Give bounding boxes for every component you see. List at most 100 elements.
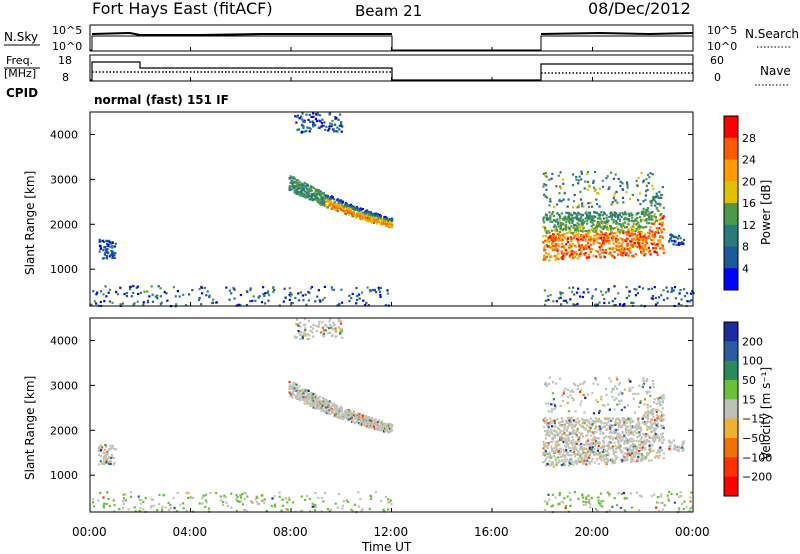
range-gate-cell (608, 445, 611, 448)
range-gate-cell (547, 442, 550, 445)
range-gate-cell (626, 450, 629, 453)
range-gate-cell (215, 492, 218, 495)
range-gate-cell (374, 491, 378, 494)
range-gate-cell (295, 383, 298, 386)
range-gate-cell (629, 422, 632, 425)
range-gate-cell (675, 243, 678, 246)
range-gate-cell (643, 441, 646, 444)
range-gate-cell (662, 438, 665, 441)
range-gate-cell (642, 200, 645, 203)
range-gate-cell (598, 452, 601, 455)
range-gate-cell (379, 294, 382, 297)
range-gate-cell (607, 247, 610, 250)
range-gate-cell (590, 248, 593, 251)
range-gate-cell (645, 434, 648, 438)
range-gate-cell (637, 392, 640, 395)
range-gate-cell (651, 184, 654, 187)
range-gate-cell (675, 236, 678, 239)
range-gate-cell (564, 507, 567, 510)
range-gate-cell (612, 219, 615, 222)
range-gate-cell (620, 425, 623, 429)
range-gate-cell (572, 398, 575, 401)
range-gate-cell (264, 292, 267, 295)
range-gate-cell (321, 326, 324, 329)
range-gate-cell (566, 453, 570, 456)
range-gate-cell (601, 185, 605, 188)
range-gate-cell (368, 507, 371, 511)
range-gate-cell (332, 408, 335, 411)
range-gate-cell (310, 195, 313, 199)
range-gate-cell (175, 510, 179, 513)
range-gate-cell (301, 124, 304, 127)
range-gate-cell (635, 491, 638, 494)
range-gate-cell (317, 126, 320, 129)
range-gate-cell (306, 494, 309, 498)
range-gate-cell (662, 457, 665, 460)
range-gate-cell (638, 422, 641, 425)
range-gate-cell (571, 221, 574, 225)
range-gate-cell (300, 130, 303, 133)
range-gate-cell (562, 430, 565, 433)
range-gate-cell (100, 449, 103, 452)
range-gate-cell (633, 232, 636, 235)
range-gate-cell (616, 222, 619, 225)
range-gate-cell (577, 232, 580, 235)
range-gate-cell (631, 245, 635, 248)
range-gate-cell (358, 293, 361, 296)
range-gate-cell (649, 426, 652, 429)
range-gate-cell (661, 217, 664, 220)
range-gate-cell (548, 178, 551, 181)
range-gate-cell (548, 204, 551, 207)
range-gate-cell (296, 323, 299, 326)
range-gate-cell (582, 382, 585, 385)
range-gate-cell (628, 387, 631, 390)
range-gate-cell (654, 204, 657, 207)
range-gate-cell (611, 300, 614, 303)
range-gate-cell (349, 411, 352, 414)
range-gate-cell (314, 124, 317, 127)
freq-label: Freq. (6, 54, 33, 67)
range-gate-cell (649, 405, 652, 408)
range-gate-cell (551, 436, 555, 439)
range-gate-cell (557, 440, 560, 443)
range-gate-cell (300, 395, 303, 398)
range-gate-cell (626, 181, 629, 184)
range-gate-cell (544, 381, 547, 385)
range-gate-cell (351, 215, 354, 218)
range-gate-cell (144, 496, 147, 500)
range-gate-cell (544, 434, 548, 437)
range-gate-cell (603, 404, 606, 407)
range-gate-cell (296, 391, 299, 394)
range-gate-cell (657, 296, 661, 299)
range-gate-cell (618, 402, 621, 406)
range-gate-cell (646, 218, 649, 221)
velocity-panel-frame (89, 317, 694, 513)
range-gate-cell (332, 405, 335, 408)
range-gate-cell (554, 236, 557, 239)
range-gate-cell (549, 200, 552, 203)
range-gate-cell (606, 460, 609, 463)
range-gate-cell (544, 195, 547, 198)
range-gate-cell (595, 303, 598, 306)
range-gate-cell (617, 241, 621, 245)
range-gate-cell (585, 453, 588, 456)
range-gate-cell (322, 124, 325, 127)
range-gate-cell (347, 418, 350, 421)
range-gate-cell (595, 458, 599, 461)
range-gate-cell (652, 187, 655, 190)
range-gate-cell (585, 447, 588, 451)
range-gate-cell (317, 191, 320, 195)
range-gate-cell (617, 423, 621, 426)
range-gate-cell (573, 446, 577, 449)
power-heatmap (90, 112, 695, 308)
range-gate-cell (107, 460, 110, 463)
range-gate-cell (318, 298, 321, 302)
range-gate-cell (548, 231, 551, 234)
range-gate-cell (249, 300, 252, 303)
range-gate-cell (641, 226, 644, 229)
range-gate-cell (208, 294, 211, 297)
range-gate-cell (613, 461, 616, 464)
range-gate-cell (288, 498, 291, 501)
x-axis-label: Time UT (361, 540, 412, 554)
range-gate-cell (593, 237, 596, 240)
